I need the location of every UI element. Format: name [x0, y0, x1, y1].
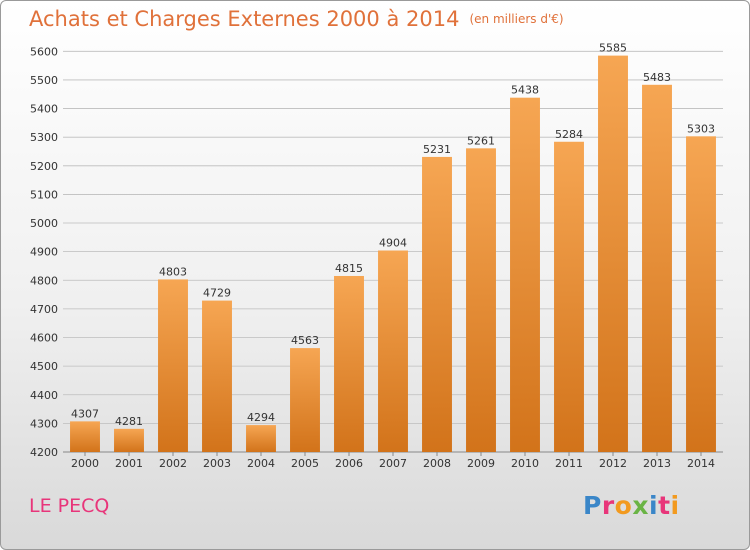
y-tick-label: 5500 [30, 74, 58, 87]
bar-2012 [598, 55, 628, 452]
x-tick-label: 2006 [335, 457, 363, 470]
bar-2004 [246, 425, 276, 452]
bar-2013 [642, 84, 672, 452]
value-label-2011: 5284 [555, 128, 583, 141]
x-tick-label: 2012 [599, 457, 627, 470]
x-tick-label: 2000 [71, 457, 99, 470]
y-tick-label: 5600 [30, 45, 58, 58]
y-tick-label: 5300 [30, 131, 58, 144]
chart-title: Achats et Charges Externes 2000 à 2014 (e… [29, 7, 564, 31]
value-label-2003: 4729 [203, 287, 231, 300]
value-label-2010: 5438 [511, 84, 539, 97]
value-label-2014: 5303 [687, 122, 715, 135]
x-tick-label: 2013 [643, 457, 671, 470]
x-tick-label: 2001 [115, 457, 143, 470]
chart-subtitle: (en milliers d'€) [469, 12, 564, 26]
y-tick-label: 4300 [30, 417, 58, 430]
y-tick-label: 4800 [30, 274, 58, 287]
x-tick-label: 2014 [687, 457, 715, 470]
x-tick-label: 2011 [555, 457, 583, 470]
value-label-2007: 4904 [379, 237, 407, 250]
bar-2011 [554, 141, 584, 453]
bar-2007 [378, 250, 408, 452]
x-tick-label: 2010 [511, 457, 539, 470]
bar-2006 [334, 275, 364, 452]
proxiti-logo: Proxiti [583, 491, 680, 520]
x-tick-label: 2007 [379, 457, 407, 470]
bar-2002 [158, 279, 188, 452]
bar-2000 [70, 421, 100, 452]
value-label-2009: 5261 [467, 134, 495, 147]
value-label-2005: 4563 [291, 334, 319, 347]
bar-2014 [686, 136, 716, 453]
bar-2009 [466, 148, 496, 453]
y-tick-label: 4400 [30, 389, 58, 402]
y-tick-label: 4500 [30, 360, 58, 373]
value-label-2004: 4294 [247, 411, 275, 424]
y-axis: 4200 4300 4400 4500 4600 4700 4800 4900 5000 5100… [30, 45, 58, 459]
bar-2010 [510, 97, 540, 452]
value-label-2008: 5231 [423, 143, 451, 156]
value-label-2002: 4803 [159, 265, 187, 278]
chart-title-text: Achats et Charges Externes 2000 à 2014 [29, 7, 460, 31]
bar-2008 [422, 156, 452, 452]
y-tick-label: 5200 [30, 160, 58, 173]
x-tick-label: 2009 [467, 457, 495, 470]
bar-2003 [202, 300, 232, 452]
city-name: LE PECQ [29, 495, 110, 517]
y-tick-label: 4600 [30, 332, 58, 345]
value-label-2013: 5483 [643, 71, 671, 84]
x-tick-label: 2002 [159, 457, 187, 470]
y-tick-label: 4900 [30, 246, 58, 259]
x-tick-label: 2003 [203, 457, 231, 470]
y-tick-label: 4200 [30, 446, 58, 459]
bar-2001 [114, 428, 144, 452]
y-tick-label: 4700 [30, 303, 58, 316]
value-label-2012: 5585 [599, 42, 627, 55]
bar-2005 [290, 348, 320, 452]
y-tick-label: 5400 [30, 103, 58, 116]
y-tick-label: 5000 [30, 217, 58, 230]
value-label-2001: 4281 [115, 415, 143, 428]
x-tick-label: 2004 [247, 457, 275, 470]
value-label-2000: 4307 [71, 407, 99, 420]
x-axis: 2000 2001 2002 2003 2004 2005 2006 2007 2008 2009… [71, 452, 715, 470]
value-label-2006: 4815 [335, 262, 363, 275]
x-tick-label: 2005 [291, 457, 319, 470]
x-tick-label: 2008 [423, 457, 451, 470]
y-tick-label: 5100 [30, 188, 58, 201]
bars: 4307 4281 4803 4729 4294 4563 4815 4904 5231 5261… [70, 42, 716, 453]
